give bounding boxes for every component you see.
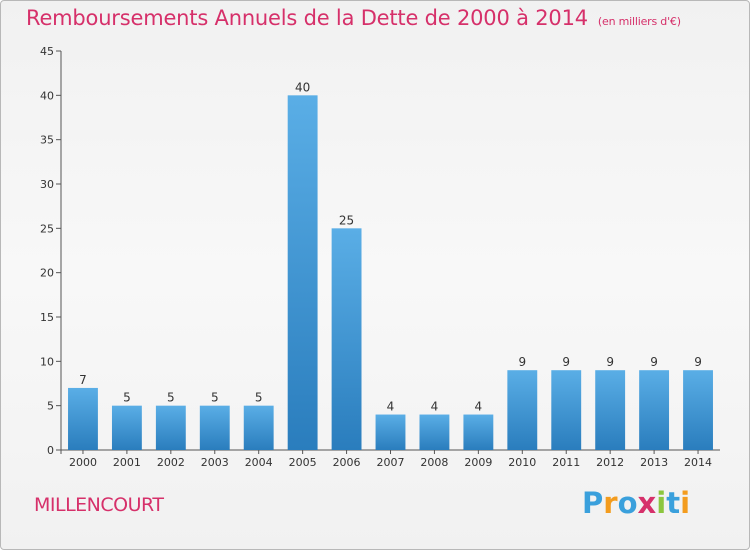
x-tick-label: 2001	[113, 456, 141, 469]
logo-letter: i	[680, 486, 691, 520]
bars	[68, 95, 713, 450]
data-label-2006: 25	[339, 213, 354, 227]
data-label-2011: 9	[562, 355, 570, 369]
bar-2010	[507, 370, 538, 450]
bar-2011	[551, 370, 582, 450]
x-tick-label: 2013	[640, 456, 668, 469]
logo-letter: t	[666, 486, 681, 520]
x-tick-label: 2010	[508, 456, 536, 469]
x-tick-label: 2003	[201, 456, 229, 469]
data-label-2002: 5	[167, 391, 175, 405]
bar-2009	[463, 414, 494, 450]
bar-2001	[111, 405, 142, 450]
proxiti-logo: Proxiti	[582, 486, 690, 520]
data-label-2007: 4	[387, 400, 395, 414]
data-label-2004: 5	[255, 391, 263, 405]
logo-letter: i	[656, 486, 667, 520]
x-tick-label: 2000	[69, 456, 97, 469]
data-label-2008: 4	[431, 400, 439, 414]
data-label-2009: 4	[475, 400, 483, 414]
logo-letter: o	[617, 486, 638, 520]
logo-letter: x	[637, 486, 657, 520]
bar-2004	[243, 405, 274, 450]
x-tick-label: 2014	[684, 456, 712, 469]
data-label-2010: 9	[518, 355, 526, 369]
x-tick-label: 2002	[157, 456, 185, 469]
bar-2000	[68, 387, 98, 450]
data-label-2003: 5	[211, 391, 219, 405]
title-unit: (en milliers d'€)	[597, 15, 681, 28]
bar-2002	[155, 405, 186, 450]
bar-2003	[199, 405, 230, 450]
x-tick-label: 2007	[377, 456, 405, 469]
data-label-2005: 40	[295, 80, 310, 94]
bar-2012	[595, 370, 626, 450]
data-label-2012: 9	[606, 355, 614, 369]
y-tick-label: 10	[40, 355, 54, 368]
bar-2008	[419, 414, 450, 450]
bar-2007	[375, 414, 406, 450]
title-text: Remboursements Annuels de la Dette de 20…	[26, 6, 588, 30]
bar-2014	[683, 370, 713, 450]
data-label-2013: 9	[650, 355, 658, 369]
y-tick-label: 40	[40, 89, 54, 102]
y-tick-label: 15	[40, 311, 54, 324]
bar-2005	[287, 95, 318, 450]
x-tick-label: 2004	[245, 456, 273, 469]
y-tick-label: 20	[40, 267, 54, 280]
y-tick-label: 35	[40, 134, 54, 147]
bar-2006	[331, 228, 362, 450]
x-tick-label: 2009	[464, 456, 492, 469]
y-tick-label: 30	[40, 178, 54, 191]
x-tick-label: 2008	[420, 456, 448, 469]
y-tick-label: 0	[47, 444, 54, 457]
bar-2013	[639, 370, 670, 450]
data-label-2014: 9	[694, 355, 702, 369]
data-label-2001: 5	[123, 391, 131, 405]
logo-letter: P	[582, 486, 604, 520]
chart-title: Remboursements Annuels de la Dette de 20…	[26, 6, 681, 30]
y-tick-label: 5	[47, 400, 54, 413]
data-label-2000: 7	[79, 373, 87, 387]
x-tick-label: 2011	[552, 456, 580, 469]
y-tick-label: 45	[40, 45, 54, 58]
x-tick-label: 2006	[333, 456, 361, 469]
x-tick-label: 2012	[596, 456, 624, 469]
y-tick-label: 25	[40, 222, 54, 235]
logo-letter: r	[603, 486, 618, 520]
location-name: MILLENCOURT	[34, 494, 164, 516]
x-tick-label: 2005	[289, 456, 317, 469]
